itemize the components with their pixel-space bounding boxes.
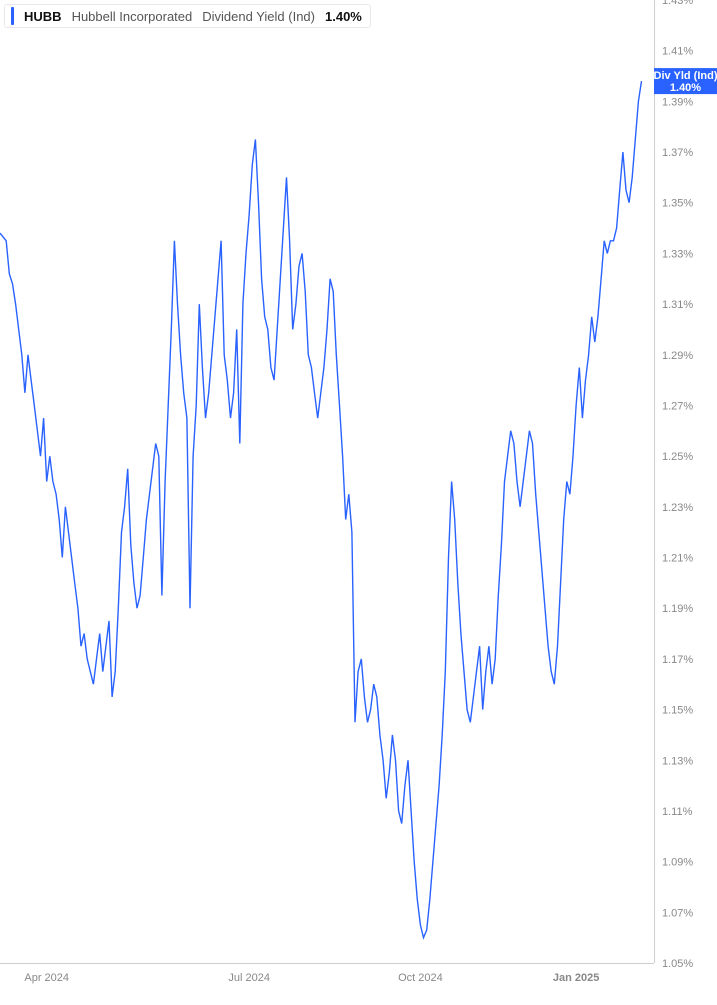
legend-value: 1.40% [325,9,362,24]
y-tick-label: 1.25% [662,451,693,463]
x-tick-label: Jul 2024 [228,972,270,984]
y-tick-label: 1.35% [662,198,693,210]
y-tick-label: 1.13% [662,755,693,767]
y-tick-label: 1.17% [662,654,693,666]
x-tick-label: Jan 2025 [553,972,599,984]
y-tick-label: 1.27% [662,400,693,412]
legend-company: Hubbell Incorporated [72,9,193,24]
y-tick-label: 1.19% [662,603,693,615]
y-tick-label: 1.23% [662,502,693,514]
value-badge-value: 1.40% [670,82,701,94]
y-tick-label: 1.11% [662,806,693,818]
x-tick-label: Apr 2024 [24,972,69,984]
y-tick-label: 1.15% [662,705,693,717]
y-tick-label: 1.43% [662,0,693,7]
legend-metric: Dividend Yield (Ind) [202,9,315,24]
chart-svg: 1.05% 1.07% 1.09% 1.11% 1.13% 1.15% 1.17% 1.19%… [0,0,717,1005]
y-tick-label: 1.09% [662,857,693,869]
chart-container: HUBB Hubbell Incorporated Dividend Yield… [0,0,717,1005]
y-tick-label: 1.41% [662,46,693,58]
y-tick-label: 1.37% [662,147,693,159]
y-tick-label: 1.39% [662,96,693,108]
legend-ticker: HUBB [24,9,62,24]
x-tick-label: Oct 2024 [398,972,443,984]
y-tick-label: 1.33% [662,248,693,260]
legend-color-bar [11,7,14,25]
y-tick-label: 1.31% [662,299,693,311]
price-series-line [0,81,642,938]
y-tick-label: 1.29% [662,350,693,362]
y-tick-label: 1.05% [662,958,693,970]
value-badge-label: Div Yld (Ind) [654,70,717,82]
y-tick-label: 1.21% [662,553,693,565]
chart-legend: HUBB Hubbell Incorporated Dividend Yield… [4,4,371,28]
y-tick-label: 1.07% [662,907,693,919]
